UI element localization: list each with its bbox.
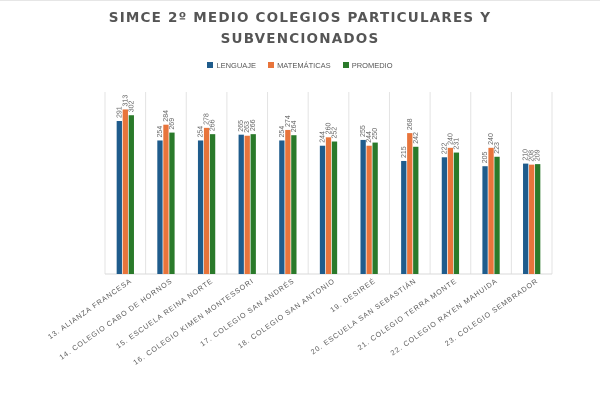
bar-lenguaje: [116, 121, 122, 274]
bar-lenguaje: [238, 134, 244, 274]
bar-lenguaje: [523, 163, 529, 274]
legend-item-lenguaje: LENGUAJE: [207, 59, 256, 71]
legend-label-lenguaje: LENGUAJE: [216, 60, 257, 70]
data-label: 278: [204, 113, 211, 125]
data-label: 205: [482, 151, 489, 163]
chart-title-line-2: SUBVENCIONADOS: [220, 31, 380, 47]
data-label: 264: [291, 120, 298, 132]
data-label: 266: [250, 119, 257, 131]
legend-swatch-lenguaje: [207, 62, 214, 68]
data-label: 291: [116, 106, 123, 118]
bar-promedio: [413, 146, 419, 274]
bar-matemáticas: [285, 129, 291, 274]
bar-lenguaje: [401, 160, 407, 274]
bar-promedio: [535, 164, 541, 274]
bar-promedio: [209, 134, 216, 274]
data-label: 313: [122, 95, 129, 107]
data-label: 268: [407, 118, 414, 130]
data-label: 284: [163, 110, 170, 122]
legend-item-matematicas: MATEMÁTICAS: [268, 59, 331, 71]
data-label: 250: [372, 128, 379, 140]
bar-promedio: [250, 134, 256, 274]
data-label: 209: [535, 149, 542, 161]
bar-matemáticas: [407, 133, 413, 274]
data-label: 269: [169, 118, 176, 130]
data-label: 240: [488, 133, 495, 145]
data-label: 254: [279, 126, 286, 138]
bar-promedio: [291, 135, 297, 274]
data-label: 208: [529, 150, 536, 162]
bar-matemáticas: [447, 147, 454, 274]
data-label: 242: [413, 132, 420, 144]
legend-swatch-promedio: [342, 62, 349, 68]
bar-matemáticas: [325, 137, 332, 274]
data-label: 252: [332, 127, 339, 139]
top-divider: [0, 0, 600, 1]
bar-matemáticas: [488, 147, 494, 274]
bar-promedio: [331, 141, 338, 274]
bar-lenguaje: [360, 139, 366, 274]
data-label: 231: [453, 138, 460, 150]
data-label: 302: [128, 100, 135, 112]
data-label: 266: [210, 119, 217, 131]
data-label: 255: [360, 125, 367, 137]
bar-lenguaje: [157, 140, 163, 274]
data-label: 274: [285, 115, 292, 127]
data-label: 215: [401, 146, 408, 158]
bar-lenguaje: [482, 166, 488, 274]
bar-promedio: [169, 132, 175, 274]
bar-lenguaje: [319, 145, 326, 274]
bar-lenguaje: [441, 157, 448, 274]
bar-matemáticas: [244, 135, 250, 274]
bar-matemáticas: [163, 124, 169, 274]
bar-promedio: [453, 152, 460, 274]
legend-item-promedio: PROMEDIO: [342, 59, 393, 71]
data-label: 210: [523, 149, 530, 161]
chart-title: SIMCE 2º MEDIO COLEGIOS PARTICULARES Y S…: [0, 8, 600, 50]
bar-promedio: [128, 115, 134, 274]
bar-matemáticas: [529, 164, 535, 274]
data-label: 244: [320, 131, 327, 143]
bar-matemáticas: [122, 109, 128, 274]
data-label: 260: [326, 123, 333, 135]
data-label: 254: [157, 126, 164, 138]
chart-legend: LENGUAJE MATEMÁTICAS PROMEDIO: [0, 59, 600, 71]
bar-matemáticas: [366, 145, 372, 274]
data-label: 265: [238, 120, 245, 132]
bar-promedio: [494, 156, 500, 274]
bar-matemáticas: [203, 127, 210, 274]
bar-promedio: [372, 142, 378, 274]
data-label: 254: [198, 126, 205, 138]
legend-swatch-matematicas: [268, 62, 275, 68]
data-label: 222: [441, 143, 448, 155]
bar-lenguaje: [279, 140, 285, 274]
chart-title-line-1: SIMCE 2º MEDIO COLEGIOS PARTICULARES Y: [108, 10, 492, 26]
legend-label-matematicas: MATEMÁTICAS: [277, 60, 331, 70]
legend-label-promedio: PROMEDIO: [351, 60, 393, 70]
data-label: 240: [447, 133, 454, 145]
data-label: 223: [494, 142, 501, 154]
data-label: 263: [244, 121, 251, 133]
data-label: 244: [366, 131, 373, 143]
bar-lenguaje: [197, 140, 204, 274]
